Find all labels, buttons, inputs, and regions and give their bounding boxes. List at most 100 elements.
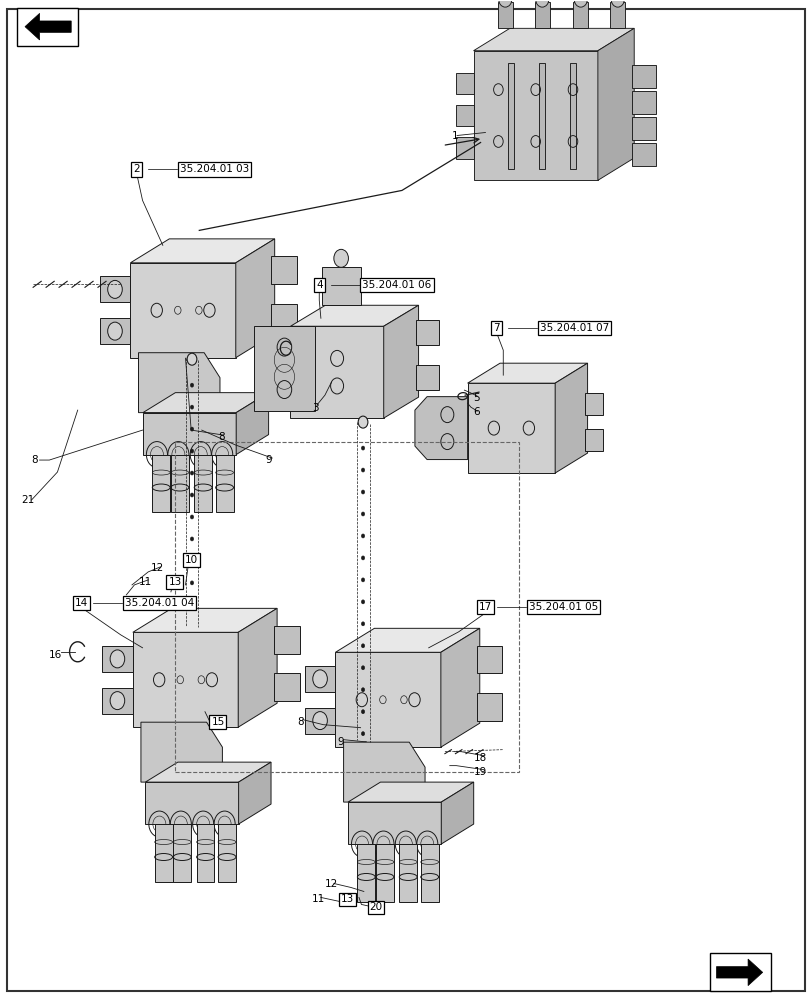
Text: 8: 8 <box>217 432 224 442</box>
Text: 21: 21 <box>21 495 34 505</box>
Bar <box>170 455 188 512</box>
Bar <box>304 666 335 692</box>
Text: 16: 16 <box>49 650 62 660</box>
Bar <box>569 63 575 169</box>
Bar <box>632 117 655 140</box>
Bar <box>415 320 438 345</box>
Bar <box>456 137 473 159</box>
Text: 10: 10 <box>184 555 198 565</box>
Circle shape <box>361 688 364 692</box>
Bar <box>273 626 299 654</box>
Bar <box>155 824 172 882</box>
Text: 5: 5 <box>473 393 479 403</box>
Circle shape <box>361 666 364 670</box>
Circle shape <box>361 710 364 714</box>
Polygon shape <box>414 397 467 460</box>
Bar <box>102 688 133 714</box>
Bar <box>131 263 235 358</box>
Bar <box>399 844 417 902</box>
Bar <box>196 824 214 882</box>
Polygon shape <box>236 393 268 455</box>
Circle shape <box>361 490 364 494</box>
Circle shape <box>190 427 193 431</box>
Bar <box>152 455 169 512</box>
Text: 14: 14 <box>75 598 88 608</box>
Bar <box>194 455 212 512</box>
Polygon shape <box>131 239 274 263</box>
Polygon shape <box>25 13 71 40</box>
Bar <box>508 63 513 169</box>
Polygon shape <box>555 363 587 473</box>
Bar <box>467 383 555 473</box>
Bar <box>375 844 393 902</box>
Text: 8: 8 <box>297 717 303 727</box>
Text: 35.204.01 03: 35.204.01 03 <box>180 164 249 174</box>
Bar <box>476 693 502 721</box>
Circle shape <box>361 446 364 450</box>
Polygon shape <box>238 762 271 824</box>
Circle shape <box>190 581 193 585</box>
Text: 13: 13 <box>168 577 182 587</box>
Polygon shape <box>597 28 633 180</box>
Circle shape <box>190 383 193 387</box>
Bar <box>573 2 588 28</box>
Bar <box>476 646 502 673</box>
Bar <box>143 413 236 455</box>
Bar <box>585 393 603 415</box>
Bar <box>335 652 440 747</box>
Bar <box>271 304 297 332</box>
Bar <box>133 632 238 727</box>
Bar <box>271 256 297 284</box>
Circle shape <box>361 556 364 560</box>
Bar <box>218 824 236 882</box>
Bar <box>102 646 133 672</box>
Circle shape <box>190 405 193 409</box>
Circle shape <box>108 322 122 340</box>
Bar <box>216 455 234 512</box>
Text: 2: 2 <box>133 164 140 174</box>
Polygon shape <box>467 363 587 383</box>
Polygon shape <box>715 959 762 986</box>
Text: 4: 4 <box>315 280 322 290</box>
Text: 7: 7 <box>493 323 500 333</box>
Bar <box>100 276 131 302</box>
Circle shape <box>361 732 364 736</box>
Text: 18: 18 <box>474 753 487 763</box>
Bar <box>273 673 299 701</box>
Bar <box>100 318 131 344</box>
Text: 13: 13 <box>341 894 354 904</box>
Bar <box>304 708 335 734</box>
Circle shape <box>573 0 587 7</box>
Text: 1: 1 <box>451 131 457 141</box>
Polygon shape <box>473 28 633 51</box>
Circle shape <box>110 692 125 710</box>
Bar <box>632 65 655 88</box>
Bar <box>609 2 624 28</box>
Circle shape <box>190 449 193 453</box>
Circle shape <box>361 644 364 648</box>
Bar <box>456 105 473 126</box>
Bar <box>497 2 513 28</box>
Circle shape <box>312 712 327 730</box>
Text: 12: 12 <box>150 563 164 573</box>
Bar <box>473 51 597 180</box>
Circle shape <box>498 0 512 7</box>
Bar <box>254 326 315 411</box>
Circle shape <box>611 0 624 7</box>
Text: 17: 17 <box>478 602 491 612</box>
Circle shape <box>535 0 548 7</box>
Circle shape <box>358 416 367 428</box>
Circle shape <box>110 650 125 668</box>
Polygon shape <box>384 305 418 418</box>
Text: 8: 8 <box>32 455 38 465</box>
Bar <box>585 429 603 451</box>
Text: 11: 11 <box>311 894 324 904</box>
Circle shape <box>190 515 193 519</box>
Bar <box>17 8 78 46</box>
Text: 6: 6 <box>473 407 479 417</box>
Circle shape <box>190 471 193 475</box>
Polygon shape <box>348 782 473 802</box>
Bar <box>348 802 440 844</box>
Circle shape <box>190 493 193 497</box>
Polygon shape <box>139 353 220 413</box>
